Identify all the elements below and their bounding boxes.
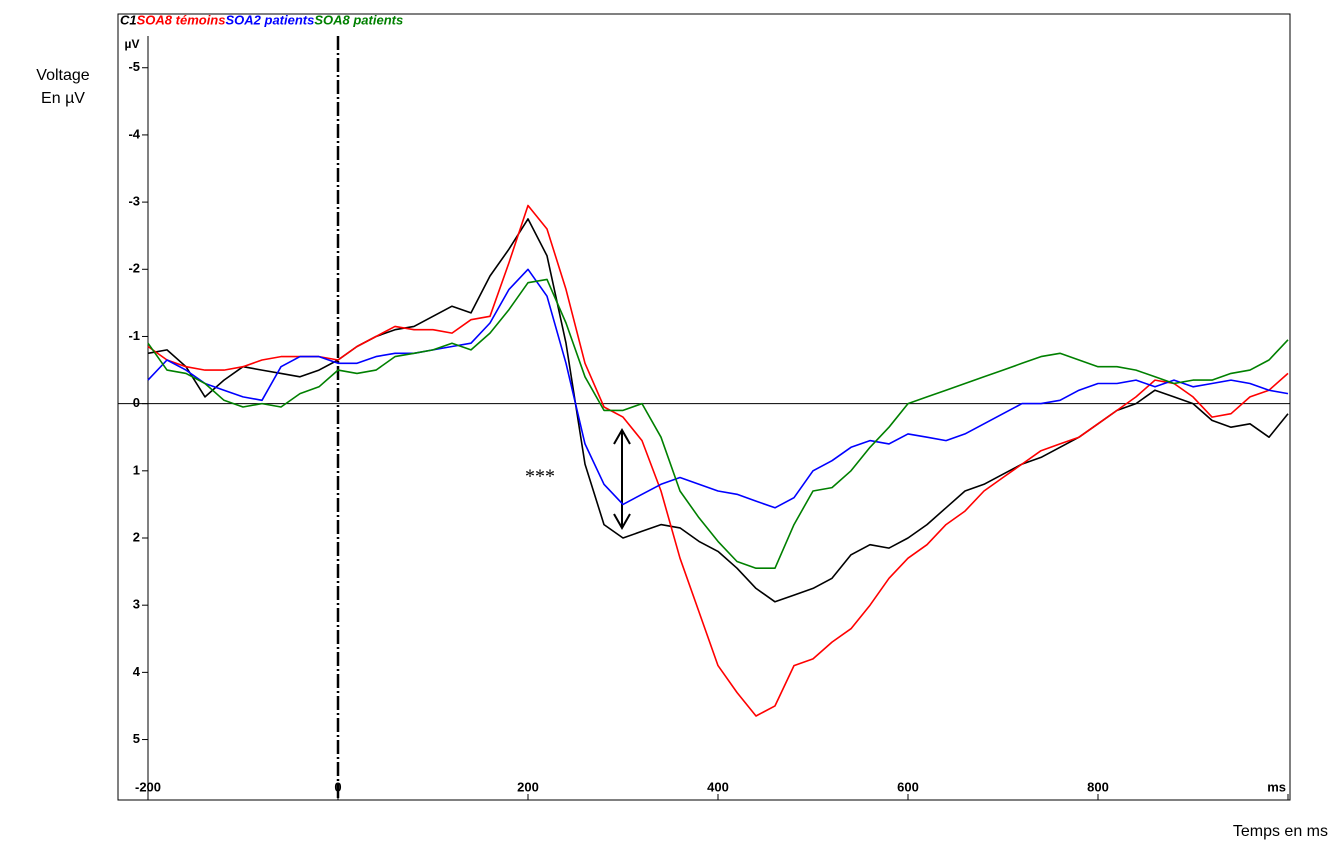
y-tick-label: 5: [133, 731, 140, 746]
series-line: [147, 278, 1289, 569]
x-tick-label: 800: [1087, 779, 1109, 794]
x-tick-label: 200: [517, 779, 539, 794]
x-axis-label: Temps en ms: [1233, 823, 1328, 840]
y-tick-label: 1: [133, 462, 140, 477]
y-tick-label: -3: [128, 194, 140, 209]
y-tick-label: 2: [133, 529, 140, 544]
legend-entry: SOA8 témoins: [137, 12, 226, 27]
series-line: [147, 268, 1289, 509]
series-line: [147, 204, 1289, 717]
x-tick-label: 400: [707, 779, 729, 794]
legend-entry: SOA8 patients: [314, 12, 403, 27]
y-tick-label: -1: [128, 328, 140, 343]
significance-arrow: [613, 427, 631, 531]
y-tick-label: 0: [133, 395, 140, 410]
y-tick-label: -4: [128, 126, 140, 141]
x-tick-label: -200: [135, 779, 161, 794]
x-tick-label: 600: [897, 779, 919, 794]
x-tick-label: ms: [1267, 779, 1286, 794]
y-tick-label: -5: [128, 59, 140, 74]
y-unit: µV: [125, 37, 140, 51]
y-tick-label: 4: [133, 664, 141, 679]
y-tick-label: -2: [128, 261, 140, 276]
x-tick-label: 0: [334, 779, 341, 794]
y-axis-label: Voltage: [36, 67, 89, 84]
annotation: ***: [525, 466, 555, 488]
legend-entry: SOA2 patients: [225, 12, 314, 27]
y-tick-label: 3: [133, 597, 140, 612]
plot-frame: [117, 13, 1291, 801]
legend-entry: C1: [120, 12, 137, 27]
y-axis-label: En µV: [41, 90, 85, 107]
